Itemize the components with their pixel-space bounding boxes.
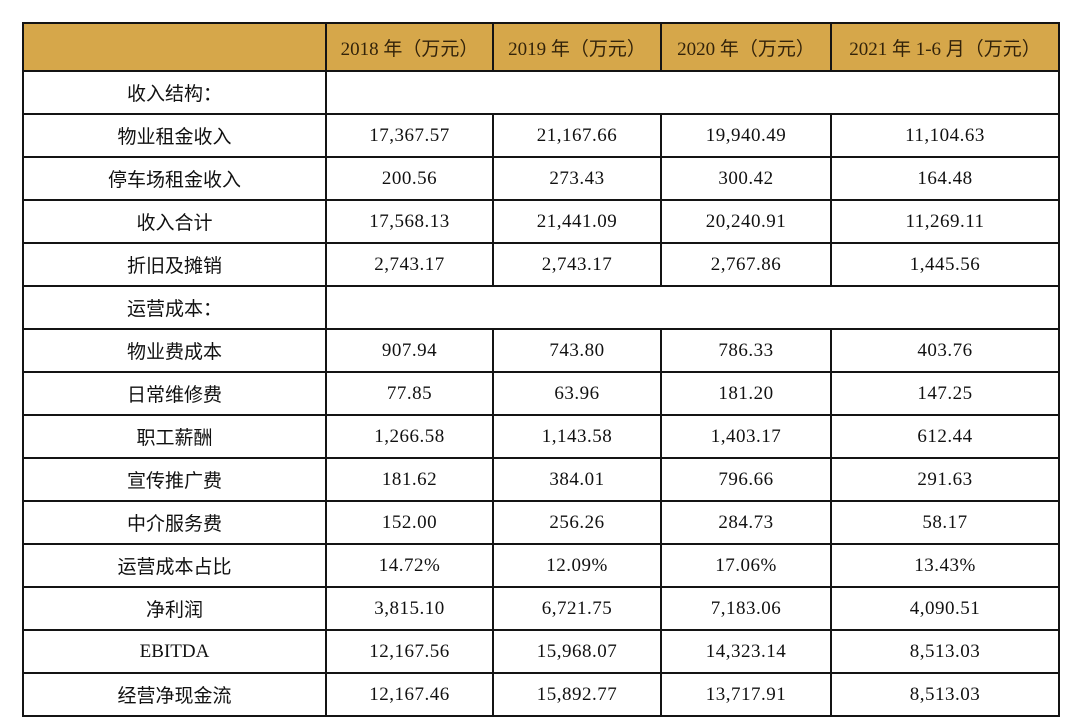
cell-2020: 181.20 [660,371,832,416]
section-row-operating-costs: 运营成本： [22,285,1060,330]
row-label: 运营成本： [22,285,327,330]
cell-2021h1: 11,104.63 [830,113,1060,158]
row-label: 经营净现金流 [22,672,327,717]
cell-2019: 2,743.17 [492,242,662,287]
cell-2021h1: 1,445.56 [830,242,1060,287]
table-row: EBITDA 12,167.56 15,968.07 14,323.14 8,5… [22,629,1060,674]
cell-2018: 3,815.10 [325,586,494,631]
cell-2020: 786.33 [660,328,832,373]
row-label: 收入结构： [22,70,327,115]
cell-2019: 1,143.58 [492,414,662,459]
cell-2018: 200.56 [325,156,494,201]
cell-2019: 743.80 [492,328,662,373]
cell-2020: 284.73 [660,500,832,545]
cell-2019: 384.01 [492,457,662,502]
merged-empty-cell [325,285,1060,330]
cell-2018: 77.85 [325,371,494,416]
cell-2019: 273.43 [492,156,662,201]
cell-2018: 152.00 [325,500,494,545]
table-row: 物业费成本 907.94 743.80 786.33 403.76 [22,328,1060,373]
table-row: 收入合计 17,568.13 21,441.09 20,240.91 11,26… [22,199,1060,244]
cell-2020: 796.66 [660,457,832,502]
cell-2020: 13,717.91 [660,672,832,717]
header-cell-label [22,22,327,72]
cell-2020: 20,240.91 [660,199,832,244]
cell-2019: 12.09% [492,543,662,588]
cell-2019: 21,441.09 [492,199,662,244]
cell-2018: 181.62 [325,457,494,502]
row-label: EBITDA [22,629,327,674]
cell-2019: 15,892.77 [492,672,662,717]
table-row: 宣传推广费 181.62 384.01 796.66 291.63 [22,457,1060,502]
row-label: 物业费成本 [22,328,327,373]
cell-2018: 2,743.17 [325,242,494,287]
section-row-revenue-structure: 收入结构： [22,70,1060,115]
cell-2021h1: 58.17 [830,500,1060,545]
cell-2019: 21,167.66 [492,113,662,158]
cell-2018: 907.94 [325,328,494,373]
cell-2020: 300.42 [660,156,832,201]
cell-2018: 12,167.56 [325,629,494,674]
cell-2021h1: 13.43% [830,543,1060,588]
cell-2020: 17.06% [660,543,832,588]
table-row: 经营净现金流 12,167.46 15,892.77 13,717.91 8,5… [22,672,1060,717]
row-label: 停车场租金收入 [22,156,327,201]
cell-2021h1: 164.48 [830,156,1060,201]
cell-2018: 17,568.13 [325,199,494,244]
row-label: 中介服务费 [22,500,327,545]
row-label: 运营成本占比 [22,543,327,588]
cell-2021h1: 4,090.51 [830,586,1060,631]
cell-2020: 7,183.06 [660,586,832,631]
table-row: 中介服务费 152.00 256.26 284.73 58.17 [22,500,1060,545]
table-row: 日常维修费 77.85 63.96 181.20 147.25 [22,371,1060,416]
table-row: 运营成本占比 14.72% 12.09% 17.06% 13.43% [22,543,1060,588]
cell-2018: 1,266.58 [325,414,494,459]
table-header: 2018 年（万元） 2019 年（万元） 2020 年（万元） 2021 年 … [22,22,1060,72]
cell-2020: 2,767.86 [660,242,832,287]
row-label: 宣传推广费 [22,457,327,502]
header-row: 2018 年（万元） 2019 年（万元） 2020 年（万元） 2021 年 … [22,22,1060,72]
cell-2019: 6,721.75 [492,586,662,631]
cell-2020: 1,403.17 [660,414,832,459]
table-row: 停车场租金收入 200.56 273.43 300.42 164.48 [22,156,1060,201]
cell-2021h1: 403.76 [830,328,1060,373]
table-row: 折旧及摊销 2,743.17 2,743.17 2,767.86 1,445.5… [22,242,1060,287]
cell-2018: 14.72% [325,543,494,588]
header-cell-2020: 2020 年（万元） [660,22,832,72]
table-row: 净利润 3,815.10 6,721.75 7,183.06 4,090.51 [22,586,1060,631]
cell-2021h1: 147.25 [830,371,1060,416]
cell-2021h1: 8,513.03 [830,629,1060,674]
cell-2020: 14,323.14 [660,629,832,674]
row-label: 折旧及摊销 [22,242,327,287]
row-label: 职工薪酬 [22,414,327,459]
row-label: 收入合计 [22,199,327,244]
row-label: 日常维修费 [22,371,327,416]
cell-2019: 63.96 [492,371,662,416]
cell-2021h1: 612.44 [830,414,1060,459]
financial-table: 2018 年（万元） 2019 年（万元） 2020 年（万元） 2021 年 … [22,22,1060,717]
table-row: 职工薪酬 1,266.58 1,143.58 1,403.17 612.44 [22,414,1060,459]
cell-2018: 12,167.46 [325,672,494,717]
table-body: 收入结构： 物业租金收入 17,367.57 21,167.66 19,940.… [22,70,1060,717]
cell-2021h1: 8,513.03 [830,672,1060,717]
cell-2020: 19,940.49 [660,113,832,158]
cell-2021h1: 11,269.11 [830,199,1060,244]
header-cell-2018: 2018 年（万元） [325,22,494,72]
cell-2021h1: 291.63 [830,457,1060,502]
header-cell-2019: 2019 年（万元） [492,22,662,72]
merged-empty-cell [325,70,1060,115]
header-cell-2021h1: 2021 年 1-6 月（万元） [830,22,1060,72]
row-label: 净利润 [22,586,327,631]
cell-2018: 17,367.57 [325,113,494,158]
row-label: 物业租金收入 [22,113,327,158]
cell-2019: 15,968.07 [492,629,662,674]
table-row: 物业租金收入 17,367.57 21,167.66 19,940.49 11,… [22,113,1060,158]
cell-2019: 256.26 [492,500,662,545]
